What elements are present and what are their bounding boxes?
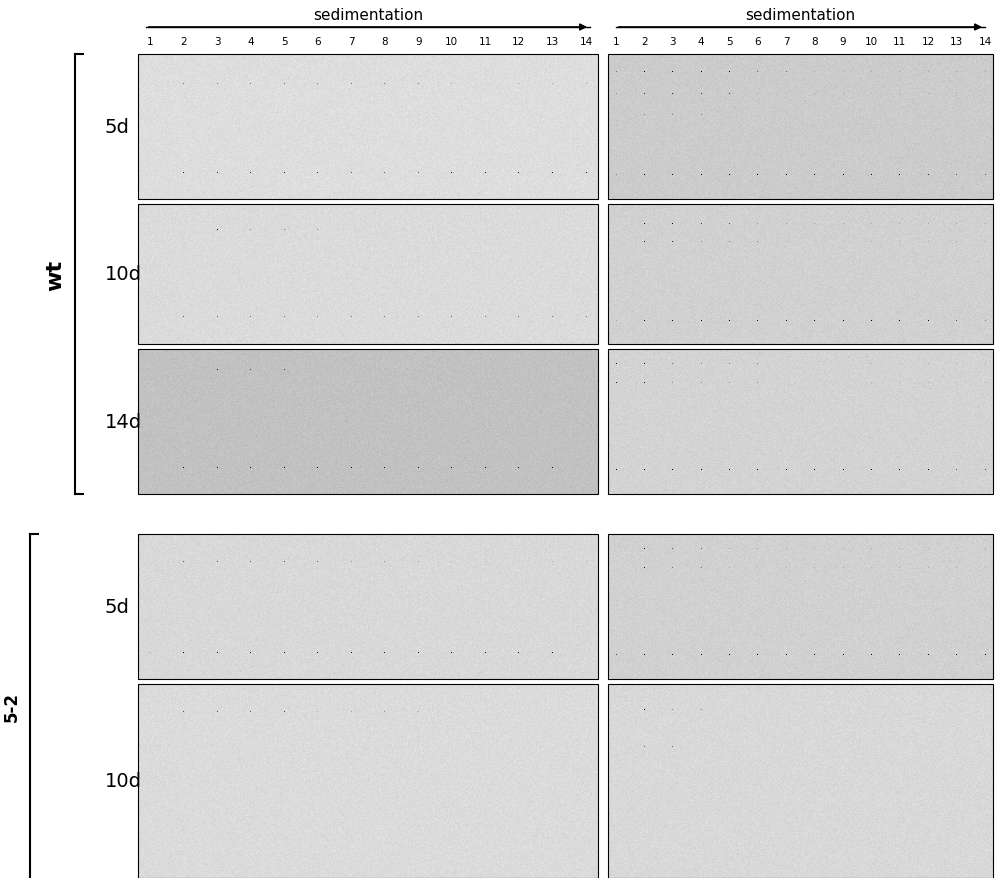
Text: 4: 4: [698, 37, 704, 47]
Text: 9: 9: [415, 37, 422, 47]
Text: 3: 3: [669, 37, 676, 47]
Bar: [608, 205, 993, 344]
Text: 7: 7: [783, 37, 790, 47]
Text: 2: 2: [180, 37, 187, 47]
Text: 7: 7: [348, 37, 355, 47]
Text: 11: 11: [479, 37, 492, 47]
Text: 5: 5: [726, 37, 733, 47]
Text: 5d: 5d: [105, 118, 130, 137]
Text: 11: 11: [893, 37, 906, 47]
Bar: [608, 684, 993, 878]
Text: 9: 9: [840, 37, 846, 47]
Bar: [138, 55, 598, 200]
Text: 5d: 5d: [105, 597, 130, 616]
Text: wt: wt: [45, 259, 65, 291]
Text: 4: 4: [247, 37, 254, 47]
Text: 12: 12: [512, 37, 526, 47]
Text: 5: 5: [281, 37, 287, 47]
Text: 5-2: 5-2: [3, 691, 21, 721]
Text: 14d: 14d: [105, 413, 142, 431]
Text: 10d: 10d: [105, 265, 142, 284]
Bar: [608, 349, 993, 494]
Text: sedimentation: sedimentation: [313, 8, 423, 23]
Text: 12: 12: [922, 37, 935, 47]
Text: 1: 1: [613, 37, 619, 47]
Bar: [608, 55, 993, 200]
Text: 14: 14: [579, 37, 593, 47]
Text: 10: 10: [445, 37, 458, 47]
Text: sedimentation: sedimentation: [745, 8, 856, 23]
Text: 8: 8: [811, 37, 818, 47]
Text: 8: 8: [381, 37, 388, 47]
Text: 6: 6: [314, 37, 321, 47]
Text: 14: 14: [978, 37, 992, 47]
Text: 1: 1: [147, 37, 153, 47]
Text: 10: 10: [865, 37, 878, 47]
Text: 13: 13: [546, 37, 559, 47]
Text: 6: 6: [755, 37, 761, 47]
Bar: [138, 684, 598, 878]
Bar: [608, 535, 993, 680]
Text: 10d: 10d: [105, 772, 142, 790]
Bar: [138, 349, 598, 494]
Text: 3: 3: [214, 37, 220, 47]
Text: 2: 2: [641, 37, 648, 47]
Bar: [138, 535, 598, 680]
Text: 13: 13: [950, 37, 963, 47]
Bar: [138, 205, 598, 344]
